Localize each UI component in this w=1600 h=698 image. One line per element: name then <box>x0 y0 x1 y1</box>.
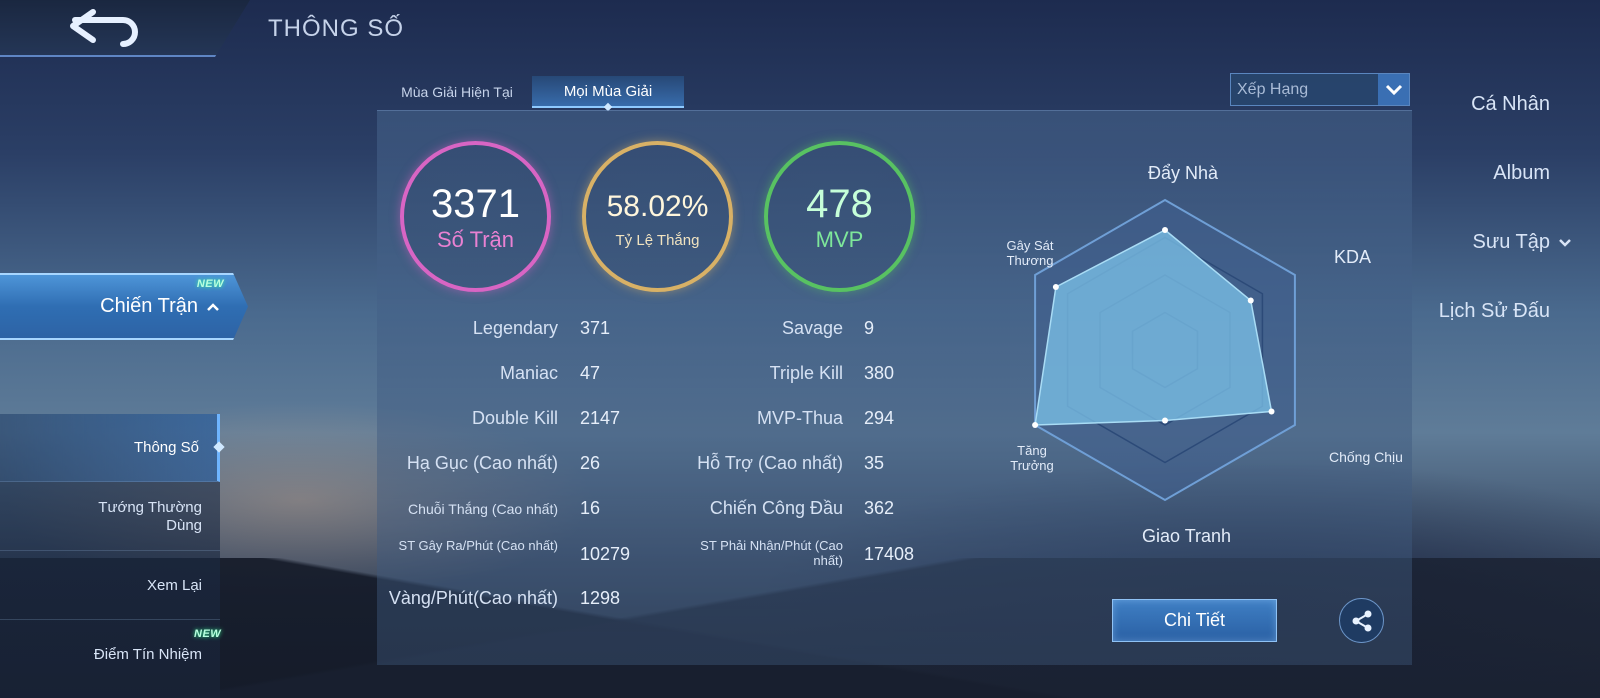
chevron-down-icon <box>1385 84 1402 95</box>
stat-label: Legendary <box>472 318 558 338</box>
radar-label-push: Đẩy Nhà <box>1148 163 1219 183</box>
radar-point-damage <box>1052 284 1059 290</box>
matches-label: Số Trận <box>436 227 515 252</box>
stat-value: 1298 <box>580 588 621 608</box>
mvp-value: 478 <box>806 182 873 226</box>
radar-point-tank <box>1268 408 1275 415</box>
stat-value: 17408 <box>864 544 915 564</box>
stat-label: Hạ Gục (Cao nhất) <box>406 453 558 473</box>
sidebar-subpanel: Thông Số Tướng Thường Dùng Xem Lại Điểm … <box>0 414 222 698</box>
detail-button-label: Chi Tiết <box>1163 610 1226 630</box>
stat-label: ST Gây Ra/Phút (Cao nhất) <box>398 538 558 553</box>
stat-value: 16 <box>580 498 601 518</box>
share-button[interactable] <box>1339 598 1384 643</box>
stat-value: 9 <box>864 318 875 338</box>
stat-label: MVP-Thua <box>756 408 843 428</box>
sidebar-subitem-credit-score[interactable]: Điểm Tín Nhiệm <box>0 621 220 689</box>
dropdown-value: Xếp Hạng <box>1237 80 1309 98</box>
radar-label-growth: Tăng Trưởng <box>1010 443 1054 473</box>
detail-button[interactable]: Chi Tiết <box>1112 599 1277 642</box>
sidebar-item-label: Album <box>1493 162 1550 184</box>
radar-label-damage: Gây Sát Thương <box>1006 238 1054 268</box>
stat-value: 10279 <box>580 544 631 564</box>
winrate-label: Tỷ Lệ Thắng <box>615 232 700 249</box>
stat-value: 35 <box>864 453 885 473</box>
radar-chart <box>1032 198 1296 502</box>
sidebar-subitem-label: Xem Lại <box>146 576 202 594</box>
sidebar-item-collection[interactable]: Sưu Tập <box>1472 231 1572 254</box>
stat-value: 47 <box>580 363 601 383</box>
stat-label: Chuỗi Thắng (Cao nhất) <box>408 501 558 517</box>
stat-label: Hỗ Trợ (Cao nhất) <box>697 453 843 473</box>
mvp-circle: 478 MVP <box>764 141 915 292</box>
sidebar-item-label: Chiến Trận <box>100 295 198 317</box>
stat-value: 362 <box>864 498 895 518</box>
mvp-label: MVP <box>815 227 864 252</box>
sidebar-subitem-replay[interactable]: Xem Lại <box>0 552 220 620</box>
radar-point-teamfight <box>1162 417 1168 424</box>
radar-label-tank: Chống Chịu <box>1329 449 1403 465</box>
stat-value: 380 <box>864 363 895 383</box>
stat-value: 294 <box>864 408 895 428</box>
mode-dropdown[interactable]: Xếp Hạng <box>1230 73 1410 106</box>
radar-label-kda: KDA <box>1334 247 1372 267</box>
new-badge: NEW <box>194 628 222 640</box>
back-arrow-icon <box>70 8 138 47</box>
stat-label: ST Phải Nhận/Phút (Cao nhất) <box>700 538 843 568</box>
stat-label: Vàng/Phút(Cao nhất) <box>388 588 558 608</box>
sidebar-item-battle[interactable]: NEW Chiến Trận <box>0 273 248 340</box>
sidebar-subitem-label: Điểm Tín Nhiệm <box>93 646 202 663</box>
radar-point-push <box>1162 227 1168 233</box>
sidebar-item-label: Cá Nhân <box>1471 93 1550 115</box>
sidebar-item-personal[interactable]: Cá Nhân <box>1471 93 1550 116</box>
stat-value: 371 <box>580 318 611 338</box>
tab-current-season[interactable]: Mùa Giải Hiện Tại <box>384 76 530 108</box>
page-title: THÔNG SỐ <box>268 15 405 42</box>
matches-circle: 3371 Số Trận <box>400 141 551 292</box>
sidebar-item-label: Sưu Tập <box>1472 231 1550 253</box>
radar-points <box>1032 227 1275 428</box>
stat-value: 26 <box>580 453 601 473</box>
dropdown-toggle[interactable] <box>1378 74 1409 105</box>
share-icon <box>1352 610 1371 631</box>
stat-value: 2147 <box>580 408 621 428</box>
sidebar-subitem-label: Thông Số <box>133 438 199 456</box>
radar-label-teamfight: Giao Tranh <box>1142 526 1232 546</box>
radar-point-kda <box>1247 297 1254 304</box>
stat-label: Maniac <box>499 363 558 383</box>
radar-point-growth <box>1032 422 1039 428</box>
sidebar-item-label: Lịch Sử Đấu <box>1438 300 1550 322</box>
sidebar-subitem-stats[interactable]: Thông Số <box>0 414 220 482</box>
sidebar-item-match-history[interactable]: Lịch Sử Đấu <box>1439 300 1550 323</box>
winrate-circle: 58.02% Tỷ Lệ Thắng <box>582 141 733 292</box>
new-badge: NEW <box>196 278 224 290</box>
back-button[interactable] <box>0 0 250 57</box>
stat-label: Savage <box>781 318 843 338</box>
tab-all-seasons[interactable]: Mọi Mùa Giải <box>532 76 684 108</box>
sidebar-subitem-favorite-heroes[interactable]: Tướng Thường Dùng <box>0 483 220 551</box>
winrate-value: 58.02% <box>606 190 709 223</box>
matches-value: 3371 <box>431 182 520 226</box>
tab-label: Mùa Giải Hiện Tại <box>401 84 513 100</box>
sidebar-subitem-label: Tướng Thường Dùng <box>98 498 202 534</box>
stat-label: Chiến Công Đầu <box>709 498 843 518</box>
chevron-down-icon <box>1559 238 1571 247</box>
tab-label: Mọi Mùa Giải <box>563 82 653 100</box>
sidebar-item-album[interactable]: Album <box>1493 162 1550 185</box>
stat-label: Double Kill <box>471 408 558 428</box>
stat-label: Triple Kill <box>769 363 843 383</box>
chevron-up-icon <box>207 302 219 311</box>
